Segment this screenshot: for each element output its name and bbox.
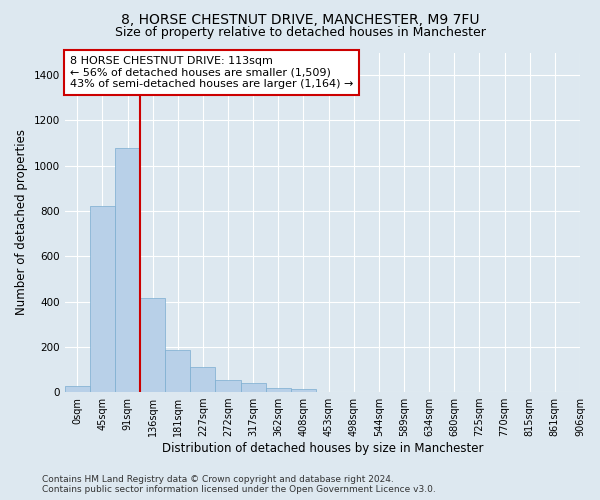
- Bar: [165, 350, 190, 392]
- X-axis label: Distribution of detached houses by size in Manchester: Distribution of detached houses by size …: [161, 442, 483, 455]
- Bar: [215, 380, 241, 392]
- Bar: [65, 386, 90, 392]
- Text: 8 HORSE CHESTNUT DRIVE: 113sqm
← 56% of detached houses are smaller (1,509)
43% : 8 HORSE CHESTNUT DRIVE: 113sqm ← 56% of …: [70, 56, 353, 89]
- Text: Size of property relative to detached houses in Manchester: Size of property relative to detached ho…: [115, 26, 485, 39]
- Bar: [190, 367, 215, 392]
- Bar: [241, 383, 266, 392]
- Bar: [291, 388, 316, 392]
- Bar: [140, 298, 165, 392]
- Y-axis label: Number of detached properties: Number of detached properties: [15, 130, 28, 316]
- Bar: [90, 206, 115, 392]
- Text: 8, HORSE CHESTNUT DRIVE, MANCHESTER, M9 7FU: 8, HORSE CHESTNUT DRIVE, MANCHESTER, M9 …: [121, 12, 479, 26]
- Bar: [115, 148, 140, 392]
- Text: Contains HM Land Registry data © Crown copyright and database right 2024.
Contai: Contains HM Land Registry data © Crown c…: [42, 474, 436, 494]
- Bar: [266, 388, 291, 392]
